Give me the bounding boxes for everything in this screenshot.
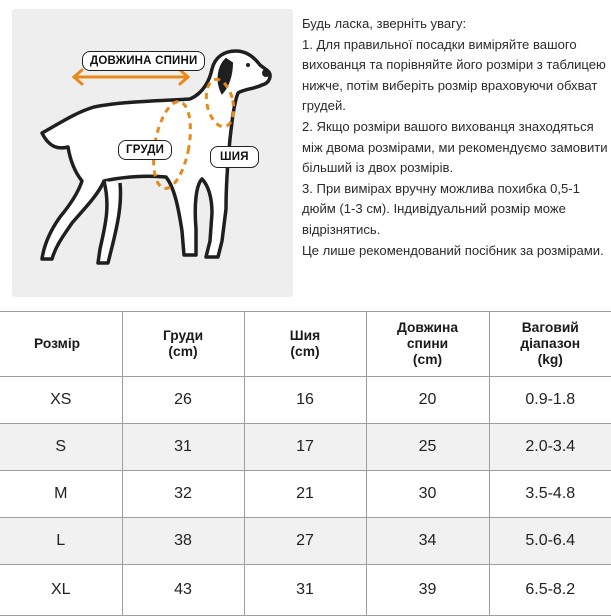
table-row: XS 26 16 20 0.9-1.8 <box>0 376 611 424</box>
cell-chest: 38 <box>121 517 245 565</box>
note-point-2: 2. Якщо розміри вашого вихованця знаходя… <box>302 118 608 176</box>
cell-back: 30 <box>365 470 490 518</box>
note-point-3: 3. При вимірах вручну можлива похибка 0,… <box>302 180 580 237</box>
cell-chest: 31 <box>121 423 245 471</box>
cell-weight: 5.0-6.4 <box>488 517 611 565</box>
chest-label: ГРУДИ <box>118 140 173 160</box>
cell-weight: 3.5-4.8 <box>488 470 611 518</box>
cell-back: 20 <box>365 376 490 424</box>
cell-size: L <box>0 517 123 565</box>
back-leg-outline <box>96 180 123 265</box>
cell-weight: 6.5-8.2 <box>488 564 611 616</box>
cell-size: S <box>0 423 123 471</box>
header-back-length: Довжина спини (cm) <box>365 311 490 377</box>
cell-chest: 32 <box>121 470 245 518</box>
dog-ear <box>217 57 234 95</box>
cell-neck: 16 <box>243 376 367 424</box>
cell-weight: 0.9-1.8 <box>488 376 611 424</box>
table-row: S 31 17 25 2.0-3.4 <box>0 423 611 471</box>
neck-label: ШИЯ <box>210 146 259 168</box>
cell-size: M <box>0 470 123 518</box>
dog-eye <box>246 63 250 67</box>
cell-chest: 26 <box>121 376 245 424</box>
cell-neck: 31 <box>243 564 367 616</box>
cell-weight: 2.0-3.4 <box>488 423 611 471</box>
neck-measure-loop <box>204 77 236 129</box>
cell-back: 25 <box>365 423 490 471</box>
dog-nose <box>262 69 270 77</box>
cell-neck: 21 <box>243 470 367 518</box>
back-length-arrow <box>71 68 191 86</box>
notes-heading: Будь ласка, зверніть увагу: <box>302 16 467 31</box>
cell-size: XS <box>0 376 123 424</box>
notes-footer: Це лише рекомендований посібник за розмі… <box>302 242 604 258</box>
header-neck: Шия (cm) <box>243 311 367 377</box>
table-row: XL 43 31 39 6.5-8.2 <box>0 564 611 616</box>
cell-size: XL <box>0 564 123 616</box>
dog-measurement-diagram: ДОВЖИНА СПИНИ ГРУДИ ШИЯ <box>12 9 293 297</box>
table-header-row: Розмір Груди (cm) Шия (cm) Довжина спини (cm… <box>0 311 611 377</box>
cell-chest: 43 <box>121 564 245 616</box>
cell-back: 39 <box>365 564 490 616</box>
back-length-label: ДОВЖИНА СПИНИ <box>82 51 206 71</box>
table-row: M 32 21 30 3.5-4.8 <box>0 470 611 518</box>
note-point-1: 1. Для правильної посадки виміряйте вашо… <box>302 36 606 114</box>
header-weight-range: Ваговий діапазон (kg) <box>488 311 611 377</box>
cell-back: 34 <box>365 517 490 565</box>
cell-neck: 27 <box>243 517 367 565</box>
header-chest: Груди (cm) <box>121 311 245 377</box>
cell-neck: 17 <box>243 423 367 471</box>
header-size: Розмір <box>0 311 123 377</box>
measurement-notes: Будь ласка, зверніть увагу: 1. Для прави… <box>302 14 608 261</box>
size-chart-table: Розмір Груди (cm) Шия (cm) Довжина спини (cm… <box>0 311 611 616</box>
table-row: L 38 27 34 5.0-6.4 <box>0 517 611 565</box>
